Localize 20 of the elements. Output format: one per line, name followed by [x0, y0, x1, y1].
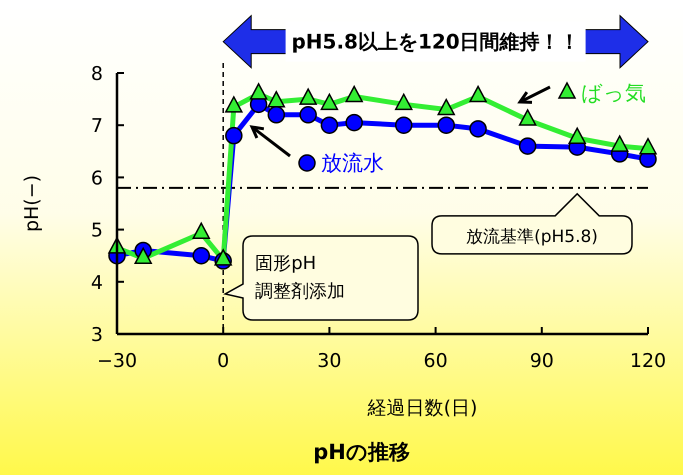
y-tick-label: 4	[90, 272, 103, 294]
text: pHの推移	[313, 440, 410, 464]
y-tick-label: 6	[90, 167, 103, 190]
ref-line-label: 固形pH 調整剤添加	[255, 253, 346, 302]
y-tick-label: 8	[90, 63, 103, 85]
y-tick-label: 5	[90, 220, 103, 242]
x-tick-label: 90	[530, 350, 554, 372]
x-tick-label: 0	[217, 350, 230, 372]
x-tick-label: −30	[96, 350, 138, 372]
x-tick-label: 60	[424, 350, 448, 372]
y-tick-label: 3	[90, 324, 103, 346]
legend-label: ばっ気	[581, 81, 646, 105]
text: pH5.8以上を120日間維持！！	[291, 30, 580, 54]
y-axis-title: pH(−)	[21, 174, 43, 232]
x-axis-title: 経過日数(日)	[366, 397, 478, 419]
ref-line-label: 放流基準(pH5.8)	[466, 226, 598, 247]
x-tick-label: 120	[630, 350, 666, 372]
legend-label: 放流水	[321, 151, 384, 175]
y-tick-label: 7	[90, 115, 103, 138]
x-tick-label: 30	[317, 350, 342, 372]
